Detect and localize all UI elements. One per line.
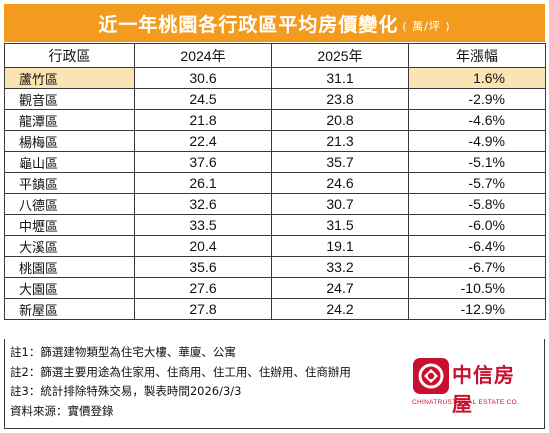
district-cell: 楊梅區 <box>4 130 135 152</box>
district-cell: 桃園區 <box>4 256 135 278</box>
value-2024-cell: 32.6 <box>134 193 272 215</box>
brand-english: CHINATRUST REAL ESTATE CO. <box>412 399 520 406</box>
table-row: 龍潭區 21.8 20.8 -4.6% <box>4 109 546 131</box>
note-3: 註3：統計排除特殊交易，製表時間2026/3/3 <box>10 384 242 398</box>
value-2024-cell: 35.6 <box>134 256 272 278</box>
value-2025-cell: 20.8 <box>271 109 409 131</box>
change-cell: -6.0% <box>408 214 546 236</box>
title-banner: 近一年桃園各行政區平均房價變化 ( 萬/坪 ) <box>4 4 545 42</box>
brand-logo: 中信房屋 CHINATRUST REAL ESTATE CO. <box>412 355 532 416</box>
value-2024-cell: 37.6 <box>134 151 272 173</box>
price-table: 行政區 2024年 2025年 年漲幅 蘆竹區 30.6 31.1 1.6% 觀音區 24… <box>4 43 546 320</box>
district-cell: 平鎮區 <box>4 172 135 194</box>
data-source: 資料來源：實價登錄 <box>10 403 114 418</box>
change-cell: -2.9% <box>408 88 546 110</box>
value-2024-cell: 27.6 <box>134 277 272 299</box>
header-district: 行政區 <box>4 43 135 68</box>
change-cell: -5.1% <box>408 151 546 173</box>
value-2024-cell: 26.1 <box>134 172 272 194</box>
value-2025-cell: 30.7 <box>271 193 409 215</box>
chinatrust-logo-icon <box>413 358 449 394</box>
change-cell: -6.4% <box>408 235 546 257</box>
value-2025-cell: 21.3 <box>271 130 409 152</box>
table-row: 新屋區 27.8 24.2 -12.9% <box>4 298 546 320</box>
table-row: 觀音區 24.5 23.8 -2.9% <box>4 88 546 110</box>
district-cell: 龜山區 <box>4 151 135 173</box>
district-cell: 觀音區 <box>4 88 135 110</box>
title-unit: ( 萬/坪 ) <box>402 20 451 33</box>
district-cell: 大溪區 <box>4 235 135 257</box>
value-2025-cell: 35.7 <box>271 151 409 173</box>
district-cell: 大園區 <box>4 277 135 299</box>
value-2025-cell: 31.1 <box>271 67 409 89</box>
table-row: 楊梅區 22.4 21.3 -4.9% <box>4 130 546 152</box>
header-2025: 2025年 <box>271 43 409 68</box>
value-2024-cell: 27.8 <box>134 298 272 320</box>
change-cell: -4.6% <box>408 109 546 131</box>
value-2025-cell: 33.2 <box>271 256 409 278</box>
header-2024: 2024年 <box>134 43 272 68</box>
notes-section: 註1：篩選建物類型為住宅大樓、華廈、公寓 註2：篩選主要用途為住家用、住商用、住… <box>4 339 545 429</box>
change-cell: -6.7% <box>408 256 546 278</box>
value-2025-cell: 24.2 <box>271 298 409 320</box>
change-cell: -4.9% <box>408 130 546 152</box>
value-2024-cell: 20.4 <box>134 235 272 257</box>
note-1: 註1：篩選建物類型為住宅大樓、華廈、公寓 <box>10 345 236 359</box>
change-cell: -10.5% <box>408 277 546 299</box>
district-cell: 龍潭區 <box>4 109 135 131</box>
table-row: 八德區 32.6 30.7 -5.8% <box>4 193 546 215</box>
district-cell: 蘆竹區 <box>4 67 135 89</box>
note-2: 註2：篩選主要用途為住家用、住商用、住工用、住辦用、住商辦用 <box>10 364 351 379</box>
value-2024-cell: 30.6 <box>134 67 272 89</box>
value-2025-cell: 24.7 <box>271 277 409 299</box>
change-cell: -5.8% <box>408 193 546 215</box>
table-row: 大溪區 20.4 19.1 -6.4% <box>4 235 546 257</box>
value-2024-cell: 22.4 <box>134 130 272 152</box>
notes-list: 註1：篩選建物類型為住宅大樓、華廈、公寓 註2：篩選主要用途為住家用、住商用、住… <box>10 343 351 421</box>
change-cell: 1.6% <box>408 67 546 89</box>
district-cell: 新屋區 <box>4 298 135 320</box>
value-2025-cell: 24.6 <box>271 172 409 194</box>
table-row: 龜山區 37.6 35.7 -5.1% <box>4 151 546 173</box>
value-2025-cell: 19.1 <box>271 235 409 257</box>
table-row: 平鎮區 26.1 24.6 -5.7% <box>4 172 546 194</box>
value-2025-cell: 23.8 <box>271 88 409 110</box>
district-cell: 八德區 <box>4 193 135 215</box>
header-change: 年漲幅 <box>408 43 546 68</box>
table-body: 蘆竹區 30.6 31.1 1.6% 觀音區 24.5 23.8 -2.9% 龍潭區 21.8 20… <box>4 67 546 320</box>
table-row: 蘆竹區 30.6 31.1 1.6% <box>4 67 546 89</box>
value-2025-cell: 31.5 <box>271 214 409 236</box>
page-title: 近一年桃園各行政區平均房價變化 <box>98 13 399 36</box>
value-2024-cell: 21.8 <box>134 109 272 131</box>
table-header-row: 行政區 2024年 2025年 年漲幅 <box>4 43 546 68</box>
table-row: 大園區 27.6 24.7 -10.5% <box>4 277 546 299</box>
value-2024-cell: 24.5 <box>134 88 272 110</box>
district-cell: 中壢區 <box>4 214 135 236</box>
table-row: 桃園區 35.6 33.2 -6.7% <box>4 256 546 278</box>
change-cell: -12.9% <box>408 298 546 320</box>
table-row: 中壢區 33.5 31.5 -6.0% <box>4 214 546 236</box>
brand-name: 中信房屋 <box>452 363 515 416</box>
change-cell: -5.7% <box>408 172 546 194</box>
value-2024-cell: 33.5 <box>134 214 272 236</box>
